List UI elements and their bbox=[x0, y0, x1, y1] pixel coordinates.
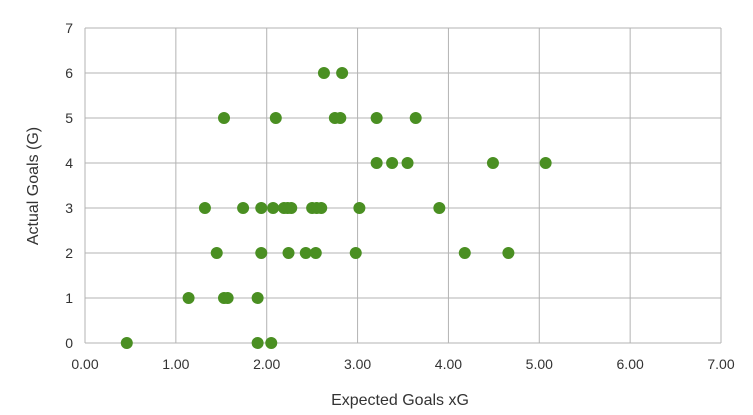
data-point bbox=[221, 292, 234, 304]
x-tick-label: 1.00 bbox=[162, 356, 189, 372]
data-point bbox=[315, 202, 328, 214]
x-tick-label: 6.00 bbox=[617, 356, 644, 372]
y-tick-labels: 0 1 2 3 4 5 6 7 bbox=[65, 20, 73, 351]
data-point bbox=[386, 157, 399, 169]
data-point bbox=[251, 337, 264, 349]
x-tick-label: 0.00 bbox=[71, 356, 98, 372]
data-point bbox=[458, 247, 471, 259]
data-point bbox=[182, 292, 195, 304]
x-tick-label: 7.00 bbox=[707, 356, 734, 372]
data-point bbox=[353, 202, 366, 214]
y-tick-label: 3 bbox=[65, 200, 73, 216]
data-point bbox=[349, 247, 362, 259]
data-point bbox=[267, 202, 280, 214]
y-tick-label: 7 bbox=[65, 20, 73, 36]
data-point bbox=[334, 112, 347, 124]
data-point bbox=[433, 202, 446, 214]
grid-lines bbox=[84, 27, 722, 344]
data-point bbox=[282, 247, 295, 259]
data-point bbox=[251, 292, 264, 304]
data-point bbox=[198, 202, 211, 214]
data-point bbox=[269, 112, 282, 124]
y-tick-label: 0 bbox=[65, 335, 73, 351]
data-points bbox=[120, 67, 552, 349]
data-point bbox=[317, 67, 330, 79]
data-point bbox=[309, 247, 322, 259]
y-axis-title: Actual Goals (G) bbox=[25, 127, 42, 245]
data-point bbox=[370, 157, 383, 169]
y-tick-label: 2 bbox=[65, 245, 73, 261]
data-point bbox=[255, 247, 268, 259]
data-point bbox=[409, 112, 422, 124]
x-tick-label: 3.00 bbox=[344, 356, 371, 372]
data-point bbox=[285, 202, 298, 214]
data-point bbox=[255, 202, 268, 214]
y-tick-label: 6 bbox=[65, 65, 73, 81]
data-point bbox=[486, 157, 499, 169]
data-point bbox=[210, 247, 223, 259]
x-tick-label: 4.00 bbox=[435, 356, 462, 372]
x-tick-label: 2.00 bbox=[253, 356, 280, 372]
y-tick-label: 4 bbox=[65, 155, 73, 171]
data-point bbox=[401, 157, 414, 169]
x-tick-labels: 0.00 1.00 2.00 3.00 4.00 5.00 6.00 7.00 bbox=[71, 356, 734, 372]
data-point bbox=[539, 157, 552, 169]
x-tick-label: 5.00 bbox=[526, 356, 553, 372]
data-point bbox=[336, 67, 349, 79]
y-tick-label: 1 bbox=[65, 290, 73, 306]
data-point bbox=[265, 337, 278, 349]
x-axis-title: Expected Goals xG bbox=[331, 392, 469, 409]
data-point bbox=[502, 247, 515, 259]
data-point bbox=[237, 202, 250, 214]
data-point bbox=[218, 112, 231, 124]
data-point bbox=[299, 247, 312, 259]
data-point bbox=[120, 337, 133, 349]
y-tick-label: 5 bbox=[65, 110, 73, 126]
data-point bbox=[370, 112, 383, 124]
